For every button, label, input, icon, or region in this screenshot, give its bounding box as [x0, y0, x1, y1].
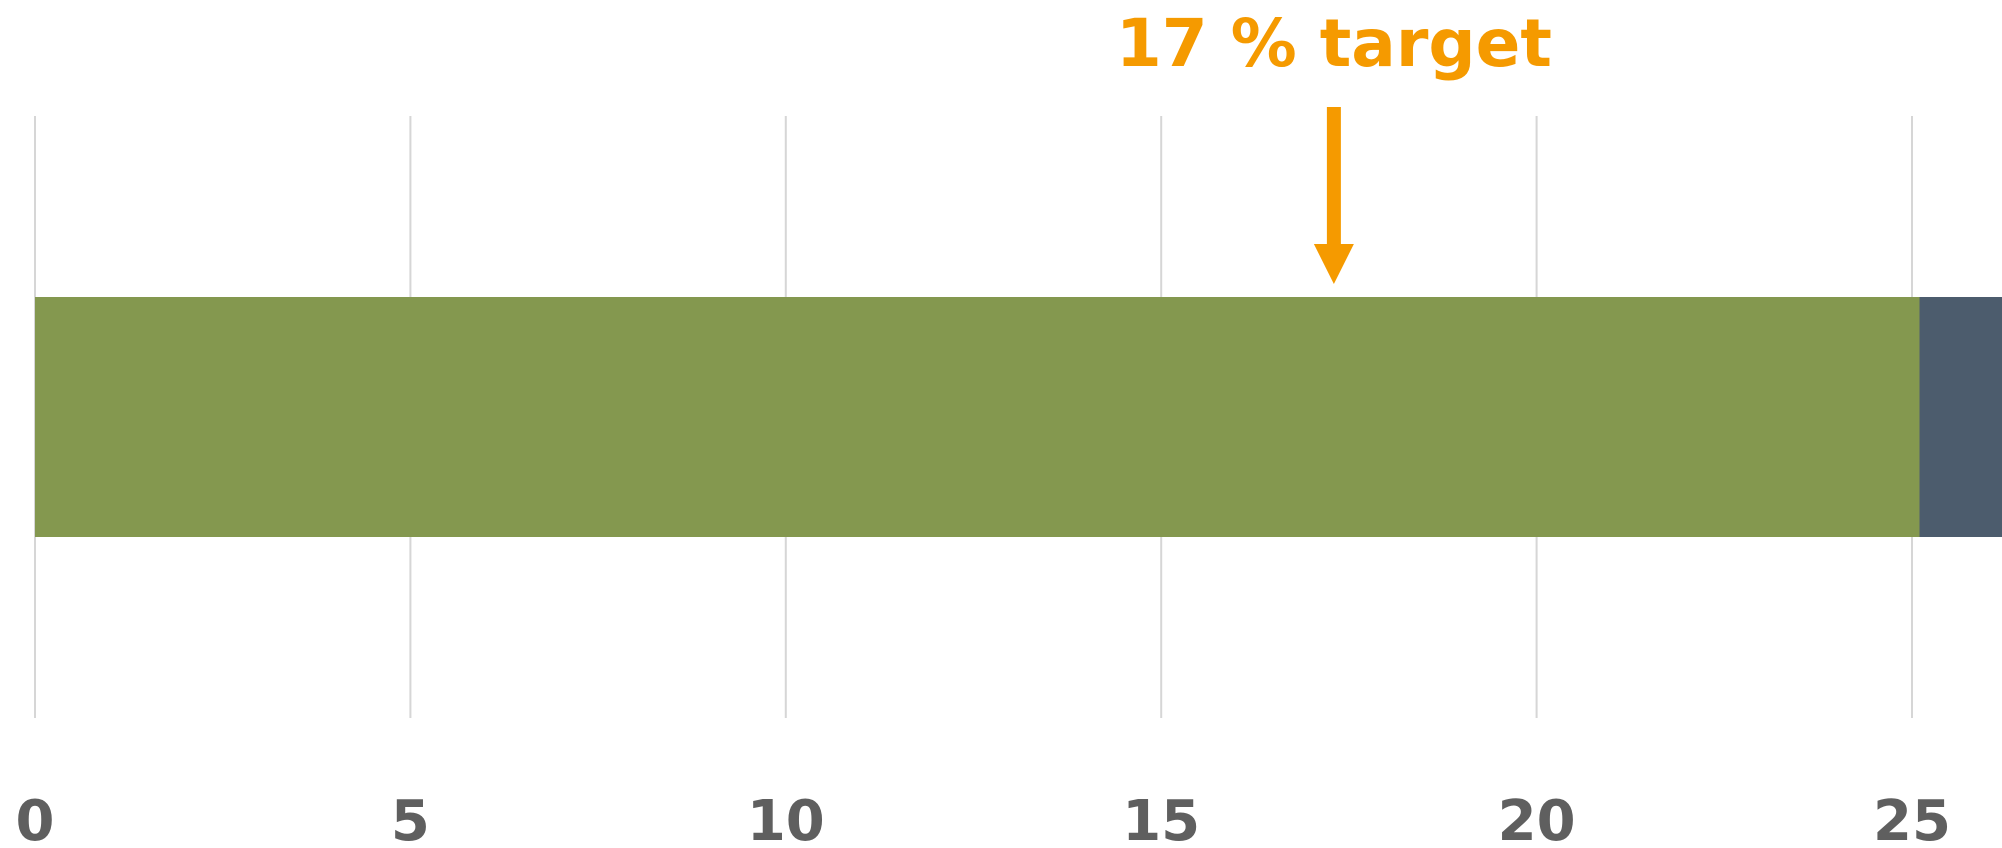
x-tick-label-0: 0: [16, 789, 55, 848]
arrow-shaft: [1326, 107, 1341, 244]
x-tick-label-15: 15: [1122, 789, 1200, 848]
bar-segment-2: [1919, 297, 2002, 537]
x-tick-label-25: 25: [1873, 789, 1951, 848]
target-annotation: 17 % target: [1116, 5, 1552, 284]
down-arrow-icon: [1313, 244, 1354, 284]
x-tick-label-20: 20: [1498, 789, 1576, 848]
x-tick-label-10: 10: [747, 789, 825, 848]
bar-segments: [35, 297, 2002, 537]
target-label: 17 % target: [1116, 5, 1552, 82]
bar-segment-1: [35, 297, 1920, 537]
x-axis-tick-labels: 0 5 10 15 20 25: [16, 789, 1951, 848]
x-tick-label-5: 5: [391, 789, 430, 848]
